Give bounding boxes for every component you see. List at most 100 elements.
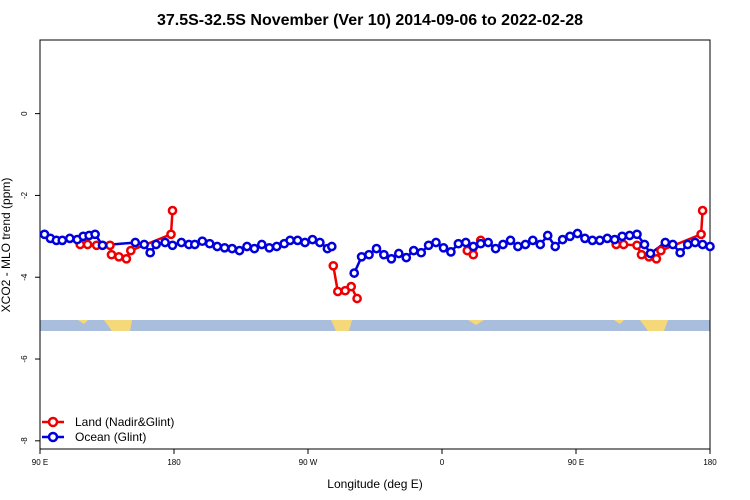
legend-label-land: Land (Nadir&Glint) — [75, 415, 174, 429]
land-shape-australia — [104, 320, 132, 331]
legend-label-ocean: Ocean (Glint) — [75, 430, 146, 444]
data-point-land — [632, 240, 642, 251]
data-point-ocean — [453, 238, 464, 249]
data-point-land — [121, 253, 132, 264]
land-shape-south-america — [331, 320, 352, 331]
data-point-ocean — [160, 237, 170, 248]
data-point-ocean — [557, 234, 568, 245]
data-point-ocean — [667, 239, 678, 250]
data-point-ocean — [219, 242, 230, 253]
data-point-land — [125, 245, 136, 256]
data-point-land — [114, 251, 124, 262]
data-point-ocean — [256, 239, 267, 250]
data-point-ocean — [285, 235, 295, 246]
data-point-ocean — [594, 235, 605, 246]
x-axis-label: Longitude (deg E) — [327, 477, 422, 491]
data-point-ocean — [542, 230, 553, 241]
data-point-ocean — [300, 237, 310, 248]
data-point-ocean — [139, 239, 150, 250]
y-tick-label: 0 — [20, 111, 29, 116]
data-point-ocean — [90, 229, 100, 240]
y-tick-label: -4 — [20, 273, 29, 281]
data-point-ocean — [64, 233, 75, 244]
data-point-ocean — [204, 238, 215, 249]
data-point-ocean — [145, 247, 156, 258]
data-point-land — [167, 205, 178, 216]
land-shape-australia-2 — [640, 320, 668, 331]
data-point-ocean — [527, 235, 538, 246]
data-point-ocean — [292, 235, 303, 246]
legend-marker-land — [47, 416, 59, 428]
data-point-ocean — [151, 239, 161, 250]
ocean-band — [40, 320, 710, 331]
data-point-ocean — [505, 235, 516, 246]
data-point-ocean — [513, 241, 523, 252]
data-point-ocean — [271, 241, 282, 252]
data-point-ocean — [490, 243, 501, 254]
data-point-ocean — [386, 253, 397, 264]
data-point-ocean — [57, 235, 68, 246]
data-point-ocean — [632, 229, 642, 240]
data-point-ocean — [697, 239, 708, 250]
y-tick-label: -2 — [20, 191, 29, 199]
data-point-ocean — [234, 245, 245, 256]
data-point-ocean — [682, 239, 693, 250]
data-point-ocean — [189, 239, 200, 250]
x-tick-label: 180 — [167, 458, 181, 467]
land-shape-africa — [468, 320, 484, 325]
legend-marker-ocean — [47, 431, 59, 443]
x-tick-label: 90 E — [568, 458, 584, 467]
data-point-ocean — [587, 235, 598, 246]
data-point-land — [697, 205, 708, 216]
land-shape-nz — [78, 320, 88, 324]
data-point-ocean — [690, 237, 700, 248]
data-point-ocean — [393, 248, 404, 259]
data-point-ocean — [645, 248, 656, 259]
data-point-ocean — [197, 236, 208, 247]
data-point-land — [106, 249, 117, 260]
data-point-ocean — [535, 239, 546, 250]
data-point-ocean — [364, 249, 374, 260]
data-point-ocean — [379, 249, 389, 260]
x-tick-label: 90 W — [299, 458, 318, 467]
data-point-land — [618, 239, 629, 250]
data-point-ocean — [602, 233, 613, 244]
data-point-ocean — [401, 252, 412, 263]
data-point-ocean — [617, 231, 628, 242]
chart-title: 37.5S-32.5S November (Ver 10) 2014-09-06… — [157, 12, 583, 29]
y-tick-label: -6 — [20, 355, 29, 363]
data-point-ocean — [408, 245, 419, 256]
data-point-ocean — [550, 241, 561, 252]
land-ocean-band — [40, 320, 710, 331]
data-point-ocean — [423, 240, 434, 251]
data-point-ocean — [242, 241, 252, 252]
data-point-ocean — [326, 241, 337, 252]
data-point-ocean — [705, 241, 715, 252]
x-tick-label: 0 — [440, 458, 445, 467]
data-point-ocean — [212, 241, 223, 252]
y-tick-label: -8 — [20, 437, 29, 445]
data-point-land — [166, 229, 176, 240]
y-axis-ticks: 0 -2 -4 -6 -8 — [20, 111, 40, 445]
data-point-ocean — [572, 228, 583, 239]
data-point-ocean — [446, 247, 456, 257]
data-point-ocean — [130, 237, 141, 248]
series-layer — [39, 205, 715, 304]
data-point-ocean — [227, 243, 237, 254]
data-point-ocean — [371, 243, 382, 254]
data-point-ocean — [498, 239, 508, 250]
data-point-ocean — [639, 239, 650, 250]
data-point-ocean — [438, 242, 449, 253]
data-point-ocean — [624, 230, 635, 241]
data-point-ocean — [416, 247, 427, 258]
data-point-land — [328, 260, 339, 271]
data-point-ocean — [97, 240, 108, 251]
data-point-ocean — [660, 237, 671, 248]
data-point-ocean — [565, 231, 575, 242]
land-shape-nz-2 — [614, 320, 624, 324]
data-point-ocean — [307, 234, 318, 245]
data-point-land — [696, 229, 706, 240]
data-point-ocean — [460, 237, 471, 248]
data-point-land — [332, 286, 343, 297]
